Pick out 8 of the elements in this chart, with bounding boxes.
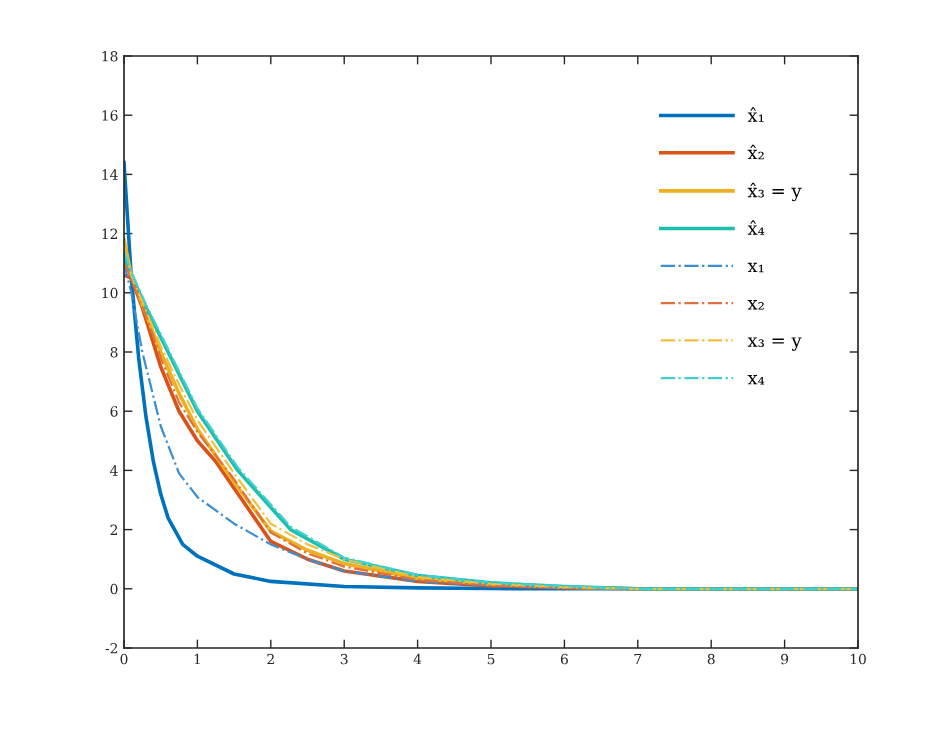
legend-label: x̂₄ [747, 220, 765, 235]
legend-label: x₂ [747, 300, 764, 310]
legend-label: x₄ [747, 375, 765, 385]
legend-label: x̂₂ [747, 144, 764, 160]
legend-label: x̂₁ [747, 107, 764, 122]
legend-label: x₁ [747, 262, 764, 273]
legend-label: x₃ = y [747, 337, 802, 351]
legend-label: x̂₃ = y [747, 182, 802, 202]
